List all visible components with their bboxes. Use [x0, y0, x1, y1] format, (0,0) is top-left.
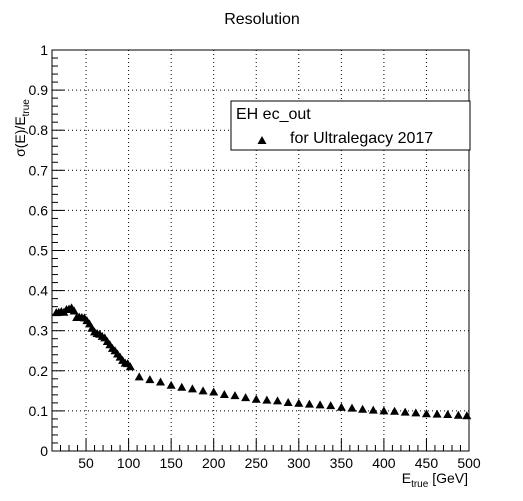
data-point [379, 406, 389, 415]
data-point [241, 393, 251, 402]
data-series [51, 303, 472, 420]
data-point [69, 306, 79, 315]
y-axis-title: σ(E)/Etrue [12, 99, 32, 157]
y-tick-label: 0.7 [29, 162, 49, 178]
data-point [421, 409, 431, 418]
data-point [315, 400, 325, 409]
y-tick-label: 0.4 [29, 283, 49, 299]
data-point [273, 396, 283, 405]
data-point [145, 375, 155, 384]
data-point [166, 380, 176, 389]
data-point [358, 404, 368, 413]
y-tick-label: 0.6 [29, 202, 49, 218]
data-point [390, 406, 400, 415]
data-point [432, 409, 442, 418]
data-point [230, 391, 240, 400]
data-point [411, 408, 421, 417]
data-point [400, 407, 410, 416]
data-point [462, 411, 472, 420]
y-axis-title-sub: true [21, 99, 32, 117]
x-tick-label: 100 [117, 455, 141, 471]
x-tick-label: 300 [287, 455, 311, 471]
y-axis-title-main: σ(E)/E [12, 116, 28, 157]
data-point [251, 394, 261, 403]
x-axis-title-sub: true [411, 479, 429, 490]
x-tick-label: 350 [330, 455, 354, 471]
y-tick-label: 0.2 [29, 363, 49, 379]
data-point [304, 399, 314, 408]
data-point [453, 410, 463, 419]
data-point [326, 401, 336, 410]
x-tick-label: 450 [415, 455, 439, 471]
data-point [283, 397, 293, 406]
legend-header: EH ec_out [236, 106, 311, 123]
legend-entry-label: for Ultralegacy 2017 [290, 130, 433, 147]
data-point [198, 386, 208, 395]
y-tick-label: 0.1 [29, 403, 49, 419]
data-point [347, 403, 357, 412]
legend-box [230, 100, 471, 151]
data-point [443, 410, 453, 419]
y-tick-label: 0 [40, 443, 48, 459]
chart-title: Resolution [224, 11, 300, 28]
x-tick-label: 400 [372, 455, 396, 471]
data-point [187, 384, 197, 393]
y-tick-label: 1 [40, 42, 48, 58]
x-tick-label: 200 [202, 455, 226, 471]
x-tick-label: 250 [245, 455, 269, 471]
y-tick-label: 0.9 [29, 82, 49, 98]
legend-marker-triangle-icon [257, 136, 267, 144]
data-point [336, 402, 346, 411]
y-tick-label: 0.3 [29, 323, 49, 339]
data-point [209, 387, 219, 396]
x-tick-label: 500 [457, 455, 481, 471]
x-axis-title-main: E [402, 470, 411, 486]
data-point [125, 362, 135, 371]
y-tick-label: 0.5 [29, 243, 49, 259]
x-axis: 50 100 150 200 250 300 350 400 450 500 [51, 439, 481, 471]
y-tick-label: 0.8 [29, 122, 49, 138]
data-point [294, 398, 304, 407]
data-point [134, 372, 144, 381]
x-tick-label: 50 [78, 455, 94, 471]
data-point [156, 377, 166, 386]
data-point [219, 389, 229, 398]
data-point [177, 382, 187, 391]
data-point [262, 395, 272, 404]
legend: EH ec_out for Ultralegacy 2017 [230, 100, 471, 151]
x-axis-title: Etrue [GeV] [402, 470, 468, 490]
y-axis: 0 0.1 0.2 0.3 0.4 0.5 0.6 0.7 0.8 0.9 1 [29, 42, 64, 459]
x-tick-label: 150 [159, 455, 183, 471]
x-axis-title-unit: [GeV] [428, 470, 468, 486]
data-point [368, 405, 378, 414]
